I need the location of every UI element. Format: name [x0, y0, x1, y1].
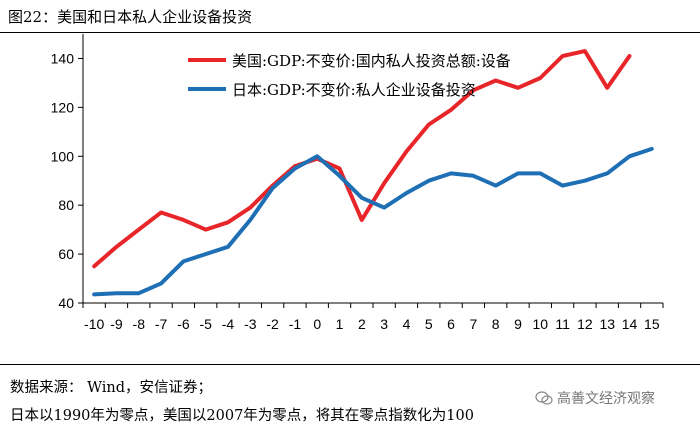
x-tick-label: -5 [199, 316, 212, 332]
japan-data-point [137, 292, 140, 295]
japan-data-point [494, 184, 497, 187]
watermark: 高善文经济观察 [535, 388, 655, 408]
japan-data-point [382, 206, 386, 209]
us-data-point [360, 218, 364, 222]
japan-data-point [271, 186, 274, 190]
us-data-point [159, 211, 163, 214]
us-data-point [628, 54, 631, 58]
x-tick-label: 9 [514, 316, 522, 332]
japan-data-point [650, 147, 654, 151]
x-tick-label: -10 [84, 316, 104, 332]
top-rule [0, 32, 700, 33]
japan-data-point [226, 245, 230, 248]
x-tick-label: -1 [289, 316, 302, 332]
us-data-point [516, 86, 520, 90]
us-data-point [338, 167, 341, 170]
us-data-point [606, 86, 609, 90]
japan-data-point [182, 260, 185, 263]
x-tick-label: 11 [555, 316, 570, 332]
us-data-point [583, 49, 587, 53]
x-tick-label: 4 [403, 316, 411, 332]
us-data-point [92, 265, 96, 268]
x-tick-label: 13 [599, 316, 615, 332]
japan-data-point [539, 172, 542, 175]
us-data-point [249, 206, 252, 209]
x-tick-label: 8 [492, 316, 500, 332]
japan-data-point [159, 282, 163, 285]
us-data-point [204, 228, 207, 231]
japan-data-point [472, 174, 475, 178]
japan-data-point [516, 172, 520, 175]
y-tick-label: 140 [51, 50, 75, 66]
figure-title: 图22：美国和日本私人企业设备投资 [8, 8, 253, 26]
japan-data-point [583, 179, 587, 182]
japan-series-line [92, 146, 654, 297]
us-data-point [137, 228, 140, 231]
us-data-point [226, 221, 230, 224]
x-tick-label: -3 [244, 316, 257, 332]
legend-label-japan: 日本:GDP:不变价:私人企业设备投资 [232, 81, 476, 99]
x-tick-label: -7 [155, 316, 168, 332]
source-line: 数据来源： Wind，安信证券； [10, 380, 213, 396]
note-line: 日本以1990年为零点，美国以2007年为零点，将其在零点指数化为100 [10, 408, 474, 424]
us-data-point [182, 218, 185, 222]
japan-data-point [293, 167, 297, 170]
x-tick-label: 15 [644, 316, 660, 332]
x-tick-label: 1 [336, 316, 344, 332]
y-tick-label: 80 [58, 197, 74, 213]
us-data-point [115, 245, 118, 248]
us-data-point [539, 76, 542, 80]
x-tick-label: -2 [266, 316, 279, 332]
x-tick-label: 10 [533, 316, 549, 332]
japan-data-point [405, 191, 408, 195]
x-tick-label: -8 [133, 316, 146, 332]
japan-data-point [338, 174, 341, 178]
us-data-point [382, 181, 386, 185]
x-tick-label: -9 [110, 316, 123, 332]
japan-data-point [316, 155, 319, 158]
japan-data-point [92, 293, 96, 296]
x-tick-label: -6 [177, 316, 190, 332]
japan-data-point [561, 184, 564, 187]
us-data-point [449, 108, 453, 112]
y-tick-label: 120 [51, 99, 75, 115]
x-tick-label: 5 [425, 316, 433, 332]
y-tick-label: 60 [58, 246, 74, 262]
japan-data-point [628, 155, 631, 158]
x-tick-label: 2 [358, 316, 366, 332]
japan-data-point [606, 172, 609, 175]
y-tick-label: 40 [58, 295, 74, 311]
us-data-point [405, 150, 408, 153]
x-tick-label: 0 [313, 316, 321, 332]
japan-data-point [249, 218, 252, 222]
wechat-icon [535, 391, 553, 405]
x-tick-label: 7 [469, 316, 477, 332]
us-data-point [472, 89, 475, 92]
x-tick-label: 12 [577, 316, 593, 332]
x-tick-label: 3 [380, 316, 388, 332]
x-tick-label: 14 [622, 316, 638, 332]
us-data-point [561, 54, 564, 58]
japan-data-point [204, 252, 207, 256]
us-data-point [427, 123, 430, 126]
japan-data-point [427, 179, 430, 182]
japan-data-point [115, 292, 118, 295]
us-data-point [494, 79, 497, 82]
japan-data-point [449, 172, 453, 175]
watermark-text: 高善文经济观察 [557, 391, 655, 407]
legend-label-us: 美国:GDP:不变价:国内私人投资总额:设备 [232, 52, 511, 70]
x-tick-label: 6 [447, 316, 455, 332]
bottom-rule [0, 364, 700, 365]
x-tick-label: -4 [222, 316, 235, 332]
japan-data-point [360, 196, 364, 200]
y-tick-label: 100 [51, 148, 75, 164]
